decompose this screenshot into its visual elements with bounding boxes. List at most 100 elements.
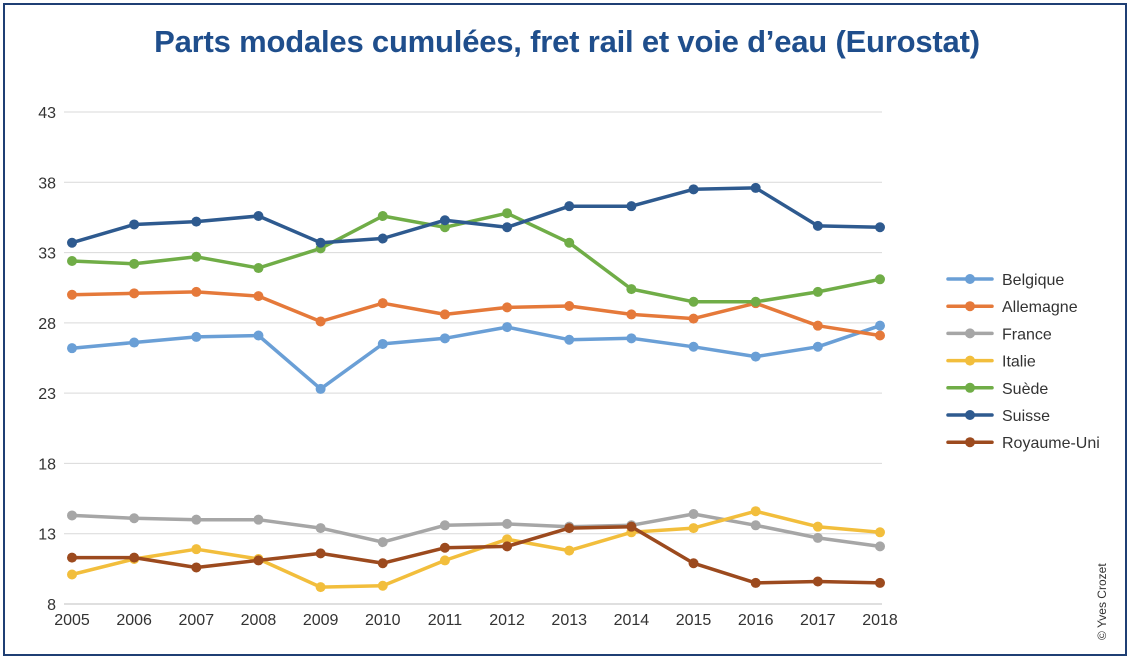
data-point-suisse	[129, 219, 140, 230]
data-point-italie	[315, 582, 326, 593]
data-point-belgique	[129, 337, 140, 348]
series-line-allemagne	[70, 290, 882, 338]
data-point-belgique	[67, 343, 77, 354]
legend-marker-royaume-uni	[965, 437, 975, 448]
data-point-belgique	[439, 333, 450, 344]
data-point-italie	[377, 580, 388, 591]
data-point-royaume-uni	[564, 523, 575, 534]
data-point-belgique	[253, 330, 264, 341]
data-point-france	[502, 518, 513, 529]
series-line-suede	[70, 211, 882, 304]
data-point-france	[129, 513, 140, 524]
data-point-italie	[439, 555, 450, 566]
data-point-royaume-uni	[750, 577, 761, 588]
data-point-france	[67, 510, 77, 521]
data-point-suede	[67, 256, 77, 267]
data-point-italie	[688, 523, 699, 534]
data-point-belgique	[377, 338, 388, 349]
data-point-allemagne	[129, 288, 140, 299]
y-tick-label: 23	[38, 386, 56, 403]
x-tick-label: 2005	[54, 612, 90, 629]
data-point-suede	[129, 258, 140, 269]
copyright-credit: © Yves Crozet	[1091, 560, 1111, 640]
data-point-suisse	[377, 233, 388, 244]
data-point-france	[315, 523, 326, 534]
data-point-italie	[564, 545, 575, 556]
data-point-allemagne	[439, 309, 450, 320]
y-axis-ticks: 8 13 18 23 28 33 38 43	[38, 105, 56, 614]
legend-label-suede: Suède	[1002, 381, 1048, 398]
data-point-allemagne	[812, 320, 823, 331]
x-tick-label: 2015	[676, 612, 712, 629]
legend-marker-italie	[965, 355, 975, 366]
data-point-allemagne	[67, 289, 77, 300]
data-point-suisse	[688, 184, 699, 195]
series-line-italie	[70, 509, 882, 589]
x-tick-label: 2007	[179, 612, 215, 629]
series-line-france	[70, 512, 882, 549]
legend-label-suisse: Suisse	[1002, 408, 1050, 425]
data-point-suede	[812, 286, 823, 297]
y-tick-label: 28	[38, 316, 56, 333]
x-tick-label: 2017	[800, 612, 836, 629]
data-point-suede	[626, 284, 637, 295]
grid-lines	[64, 111, 882, 605]
x-tick-label: 2012	[489, 612, 525, 629]
x-tick-label: 2009	[303, 612, 339, 629]
data-point-royaume-uni	[875, 577, 885, 588]
legend-marker-belgique	[965, 274, 975, 284]
x-tick-label: 2006	[116, 612, 152, 629]
legend-label-royaume-uni: Royaume-Uni	[1002, 435, 1100, 452]
x-tick-label: 2013	[551, 612, 587, 629]
data-point-royaume-uni	[688, 558, 699, 569]
x-tick-label: 2010	[365, 612, 401, 629]
data-point-france	[191, 514, 202, 525]
data-point-allemagne	[626, 309, 637, 320]
data-point-allemagne	[377, 298, 388, 309]
data-point-italie	[502, 534, 513, 545]
series-line-belgique	[70, 323, 882, 391]
data-point-allemagne	[502, 302, 513, 313]
series-line-suisse	[70, 186, 882, 245]
y-tick-label: 18	[38, 456, 56, 473]
data-point-suisse	[191, 216, 202, 227]
data-point-allemagne	[253, 291, 264, 302]
data-point-suisse	[875, 222, 885, 233]
data-point-italie	[875, 527, 885, 538]
data-point-suede	[253, 263, 264, 274]
data-point-royaume-uni	[191, 562, 202, 573]
data-point-royaume-uni	[253, 555, 264, 566]
data-point-belgique	[626, 333, 637, 344]
legend-label-france: France	[1002, 326, 1052, 343]
legend-label-allemagne: Allemagne	[1002, 299, 1078, 316]
data-point-royaume-uni	[812, 576, 823, 587]
legend: Belgique Allemagne France Italie Suède Suisse…	[946, 272, 1100, 452]
data-point-france	[875, 541, 885, 552]
legend-marker-allemagne	[965, 301, 975, 312]
data-point-italie	[812, 521, 823, 532]
data-point-allemagne	[564, 300, 575, 311]
data-point-suede	[377, 211, 388, 222]
y-tick-label: 43	[38, 105, 56, 122]
chart-title: Parts modales cumulées, fret rail et voi…	[154, 24, 980, 59]
data-point-france	[750, 520, 761, 531]
data-point-royaume-uni	[626, 521, 637, 532]
data-point-royaume-uni	[439, 542, 450, 553]
data-point-allemagne	[315, 316, 326, 327]
credit-text: © Yves Crozet	[1095, 563, 1109, 640]
data-point-allemagne	[688, 313, 699, 324]
series-line-royaume-uni	[70, 524, 882, 585]
data-point-suede	[439, 222, 450, 233]
y-tick-label: 38	[38, 175, 56, 192]
legend-marker-france	[965, 328, 975, 339]
data-point-royaume-uni	[315, 548, 326, 559]
data-point-suede	[750, 296, 761, 307]
data-point-suede	[875, 274, 885, 285]
data-point-belgique	[688, 341, 699, 352]
data-point-suisse	[750, 182, 761, 193]
data-point-france	[812, 532, 823, 543]
data-point-france	[377, 537, 388, 548]
x-tick-label: 2016	[738, 612, 774, 629]
data-point-suede	[564, 237, 575, 248]
data-point-suede	[502, 208, 513, 219]
